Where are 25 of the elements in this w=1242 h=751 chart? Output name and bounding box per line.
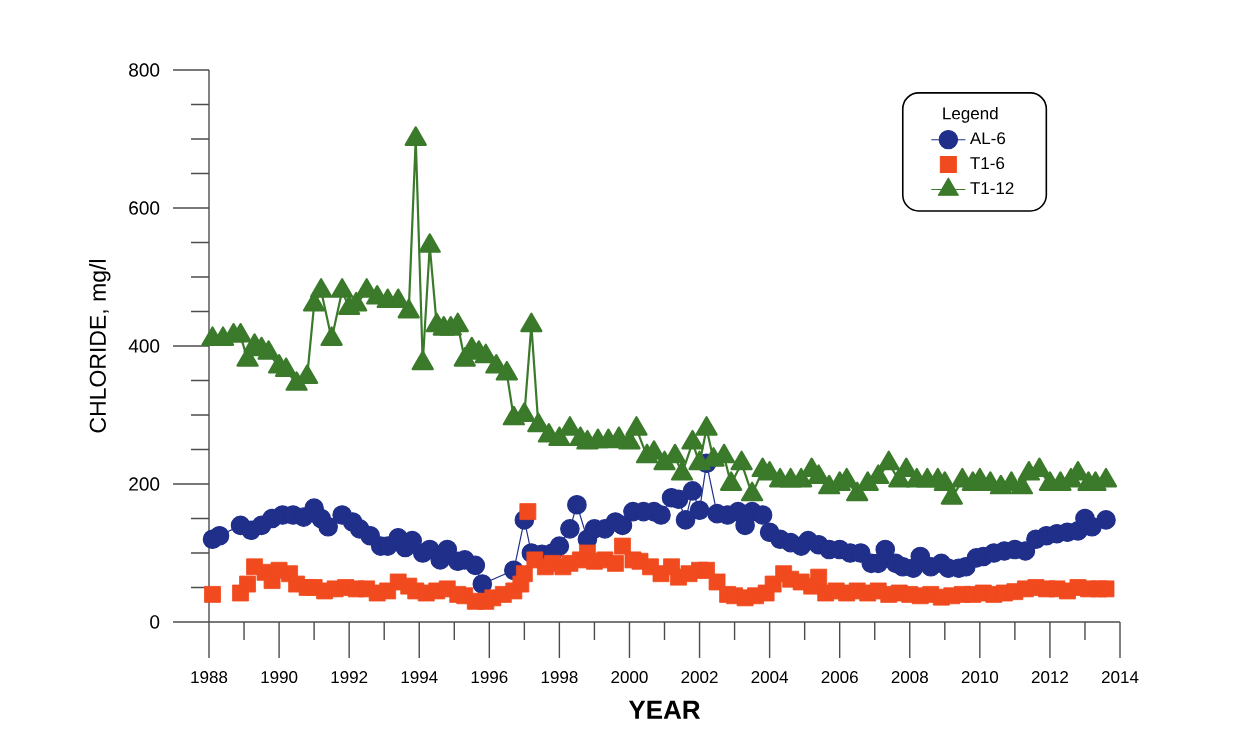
y-tick-label: 0	[150, 615, 160, 629]
x-tick-label: 1998	[541, 671, 578, 684]
y-tick-label: 800	[129, 63, 160, 77]
y-tick-label: 200	[129, 477, 160, 491]
x-tick-label: 2012	[1031, 671, 1068, 684]
x-tick-label: 2004	[751, 671, 789, 684]
x-tick-label: 1988	[191, 671, 228, 684]
x-tick-label: 1990	[261, 671, 298, 684]
y-tick-label: 600	[129, 201, 160, 215]
x-tick-label: 2002	[681, 671, 718, 684]
x-tick-label: 1996	[471, 671, 508, 684]
x-tick-label: 1992	[331, 671, 368, 684]
legend-label: AL-6	[969, 132, 1006, 145]
x-tick-label: 2010	[961, 671, 999, 684]
y-tick-label: 400	[128, 339, 160, 353]
x-tick-label: 2000	[611, 671, 648, 684]
x-axis-title: YEAR	[628, 700, 701, 719]
legend-label: T1-12	[970, 182, 1014, 194]
legend-label: T1-6	[970, 157, 1005, 170]
y-axis-title: CHLORIDE, mg/l	[89, 260, 111, 433]
x-tick-label: 2008	[891, 671, 928, 684]
legend-title: Legend	[943, 106, 998, 123]
x-tick-label: 2014	[1101, 671, 1139, 684]
x-tick-label: 1994	[401, 671, 438, 684]
x-tick-label: 2006	[821, 671, 858, 684]
